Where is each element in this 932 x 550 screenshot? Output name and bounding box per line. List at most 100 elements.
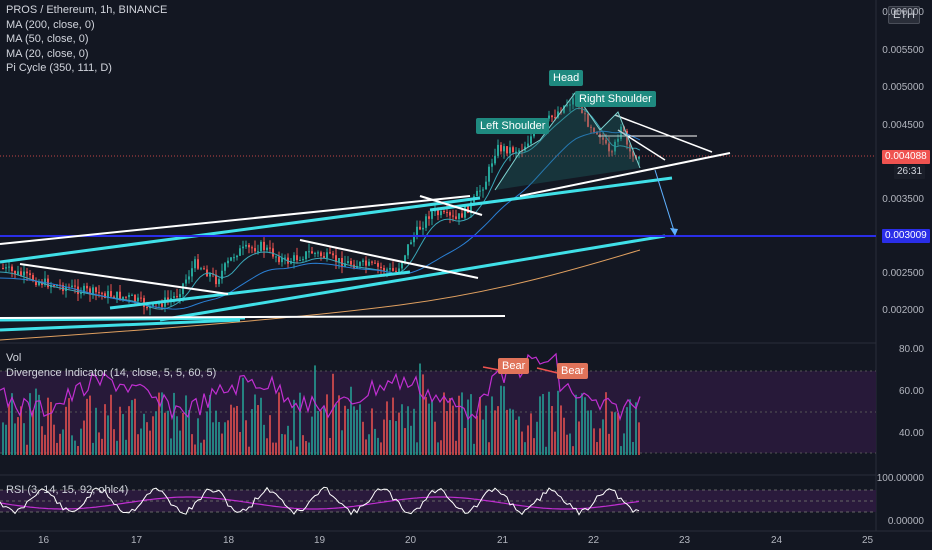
price-tick: 0.003500 bbox=[882, 194, 924, 205]
indicator-ma200[interactable]: MA (200, close, 0) bbox=[6, 18, 95, 31]
volume-bar bbox=[236, 405, 238, 455]
volume-bar bbox=[29, 393, 31, 455]
price-candle bbox=[512, 147, 514, 152]
price-candle bbox=[488, 166, 490, 182]
price-candle bbox=[239, 248, 241, 256]
volume-bar bbox=[362, 421, 364, 455]
price-candle bbox=[350, 261, 352, 265]
price-candle bbox=[176, 296, 178, 298]
indicator-ma50[interactable]: MA (50, close, 0) bbox=[6, 33, 89, 46]
volume-bar bbox=[98, 432, 100, 455]
volume-bar bbox=[269, 415, 271, 455]
volume-bar bbox=[230, 404, 232, 455]
price-candle bbox=[608, 143, 610, 152]
volume-bar bbox=[485, 405, 487, 455]
price-candle bbox=[395, 270, 397, 272]
price-candle bbox=[593, 127, 595, 133]
divergence-indicator-label[interactable]: Divergence Indicator (14, close, 5, 5, 6… bbox=[6, 366, 217, 379]
volume-bar bbox=[587, 410, 589, 455]
rsi-signal-line bbox=[0, 496, 640, 510]
indicator-ma20[interactable]: MA (20, close, 0) bbox=[6, 47, 89, 60]
volume-bar bbox=[80, 428, 82, 455]
volume-bar bbox=[428, 403, 430, 455]
volume-bar bbox=[476, 415, 478, 455]
current-price-tag: 0.004088 bbox=[882, 150, 930, 164]
volume-bar bbox=[128, 406, 130, 455]
volume-bar bbox=[338, 395, 340, 455]
price-candle bbox=[464, 206, 466, 218]
volume-bar bbox=[185, 395, 187, 455]
volume-bar bbox=[539, 396, 541, 455]
volume-bar bbox=[182, 412, 184, 455]
price-tick: 0.006000 bbox=[882, 7, 924, 18]
volume-bar bbox=[302, 435, 304, 455]
volume-bar bbox=[254, 394, 256, 455]
price-candle bbox=[422, 227, 424, 230]
volume-bar bbox=[608, 433, 610, 455]
head-label: Head bbox=[549, 70, 584, 86]
volume-bar bbox=[281, 433, 283, 455]
volume-bar bbox=[158, 392, 160, 455]
volume-bar bbox=[407, 406, 409, 455]
volume-bar bbox=[509, 408, 511, 455]
volume-bar bbox=[395, 421, 397, 455]
price-candle bbox=[458, 213, 460, 219]
price-candle bbox=[275, 256, 277, 258]
volume-bar bbox=[23, 423, 25, 455]
currency-badge[interactable]: ETH bbox=[888, 6, 920, 24]
volume-bar bbox=[596, 442, 598, 455]
price-candle bbox=[173, 296, 175, 298]
price-candle bbox=[182, 283, 184, 295]
volume-bar bbox=[326, 394, 328, 455]
price-candle bbox=[218, 279, 220, 285]
price-candle bbox=[62, 284, 64, 291]
volume-bar bbox=[11, 393, 13, 455]
volume-bar bbox=[32, 410, 34, 455]
volume-bar bbox=[554, 431, 556, 455]
volume-bar bbox=[632, 441, 634, 455]
price-candle bbox=[224, 263, 226, 271]
price-candle bbox=[341, 258, 343, 268]
vol-label[interactable]: Vol bbox=[6, 352, 22, 364]
price-candle bbox=[308, 251, 310, 253]
volume-bar bbox=[68, 398, 70, 455]
price-candle bbox=[437, 209, 439, 216]
volume-bar bbox=[116, 440, 118, 455]
price-candle bbox=[281, 257, 283, 263]
volume-bar bbox=[473, 443, 475, 455]
price-candle bbox=[191, 268, 193, 277]
price-candle bbox=[416, 226, 418, 236]
volume-bar bbox=[563, 417, 565, 455]
volume-bar bbox=[359, 404, 361, 455]
volume-bar bbox=[101, 438, 103, 455]
price-candle bbox=[17, 271, 19, 275]
price-candle bbox=[470, 202, 472, 213]
time-tick: 25 bbox=[862, 535, 874, 546]
volume-bar bbox=[305, 441, 307, 455]
volume-bar bbox=[431, 401, 433, 455]
price-candle bbox=[14, 270, 16, 275]
price-candle bbox=[335, 255, 337, 263]
bear-label-2: Bear bbox=[557, 363, 589, 379]
volume-bar bbox=[257, 405, 259, 455]
price-candle bbox=[485, 181, 487, 190]
price-tick: 0.005500 bbox=[882, 45, 924, 56]
volume-bar bbox=[89, 395, 91, 455]
rsi-legend[interactable]: RSI (3, 14, 15, 92, ohlc4) bbox=[6, 483, 128, 498]
price-candle bbox=[278, 256, 280, 263]
volume-bar bbox=[479, 396, 481, 455]
price-candle bbox=[359, 261, 361, 266]
volume-bar bbox=[176, 416, 178, 455]
osc-tick: 60.00 bbox=[898, 386, 924, 397]
trendline-cyan bbox=[0, 316, 246, 322]
price-candle bbox=[104, 293, 106, 299]
volume-bar bbox=[518, 416, 520, 455]
price-candle bbox=[260, 241, 262, 252]
indicator-pi-cycle[interactable]: Pi Cycle (350, 111, D) bbox=[6, 62, 112, 75]
volume-bar bbox=[203, 439, 205, 455]
volume-bar bbox=[227, 420, 229, 455]
price-candle bbox=[245, 244, 247, 247]
volume-bar bbox=[14, 423, 16, 455]
volume-bar bbox=[221, 433, 223, 455]
